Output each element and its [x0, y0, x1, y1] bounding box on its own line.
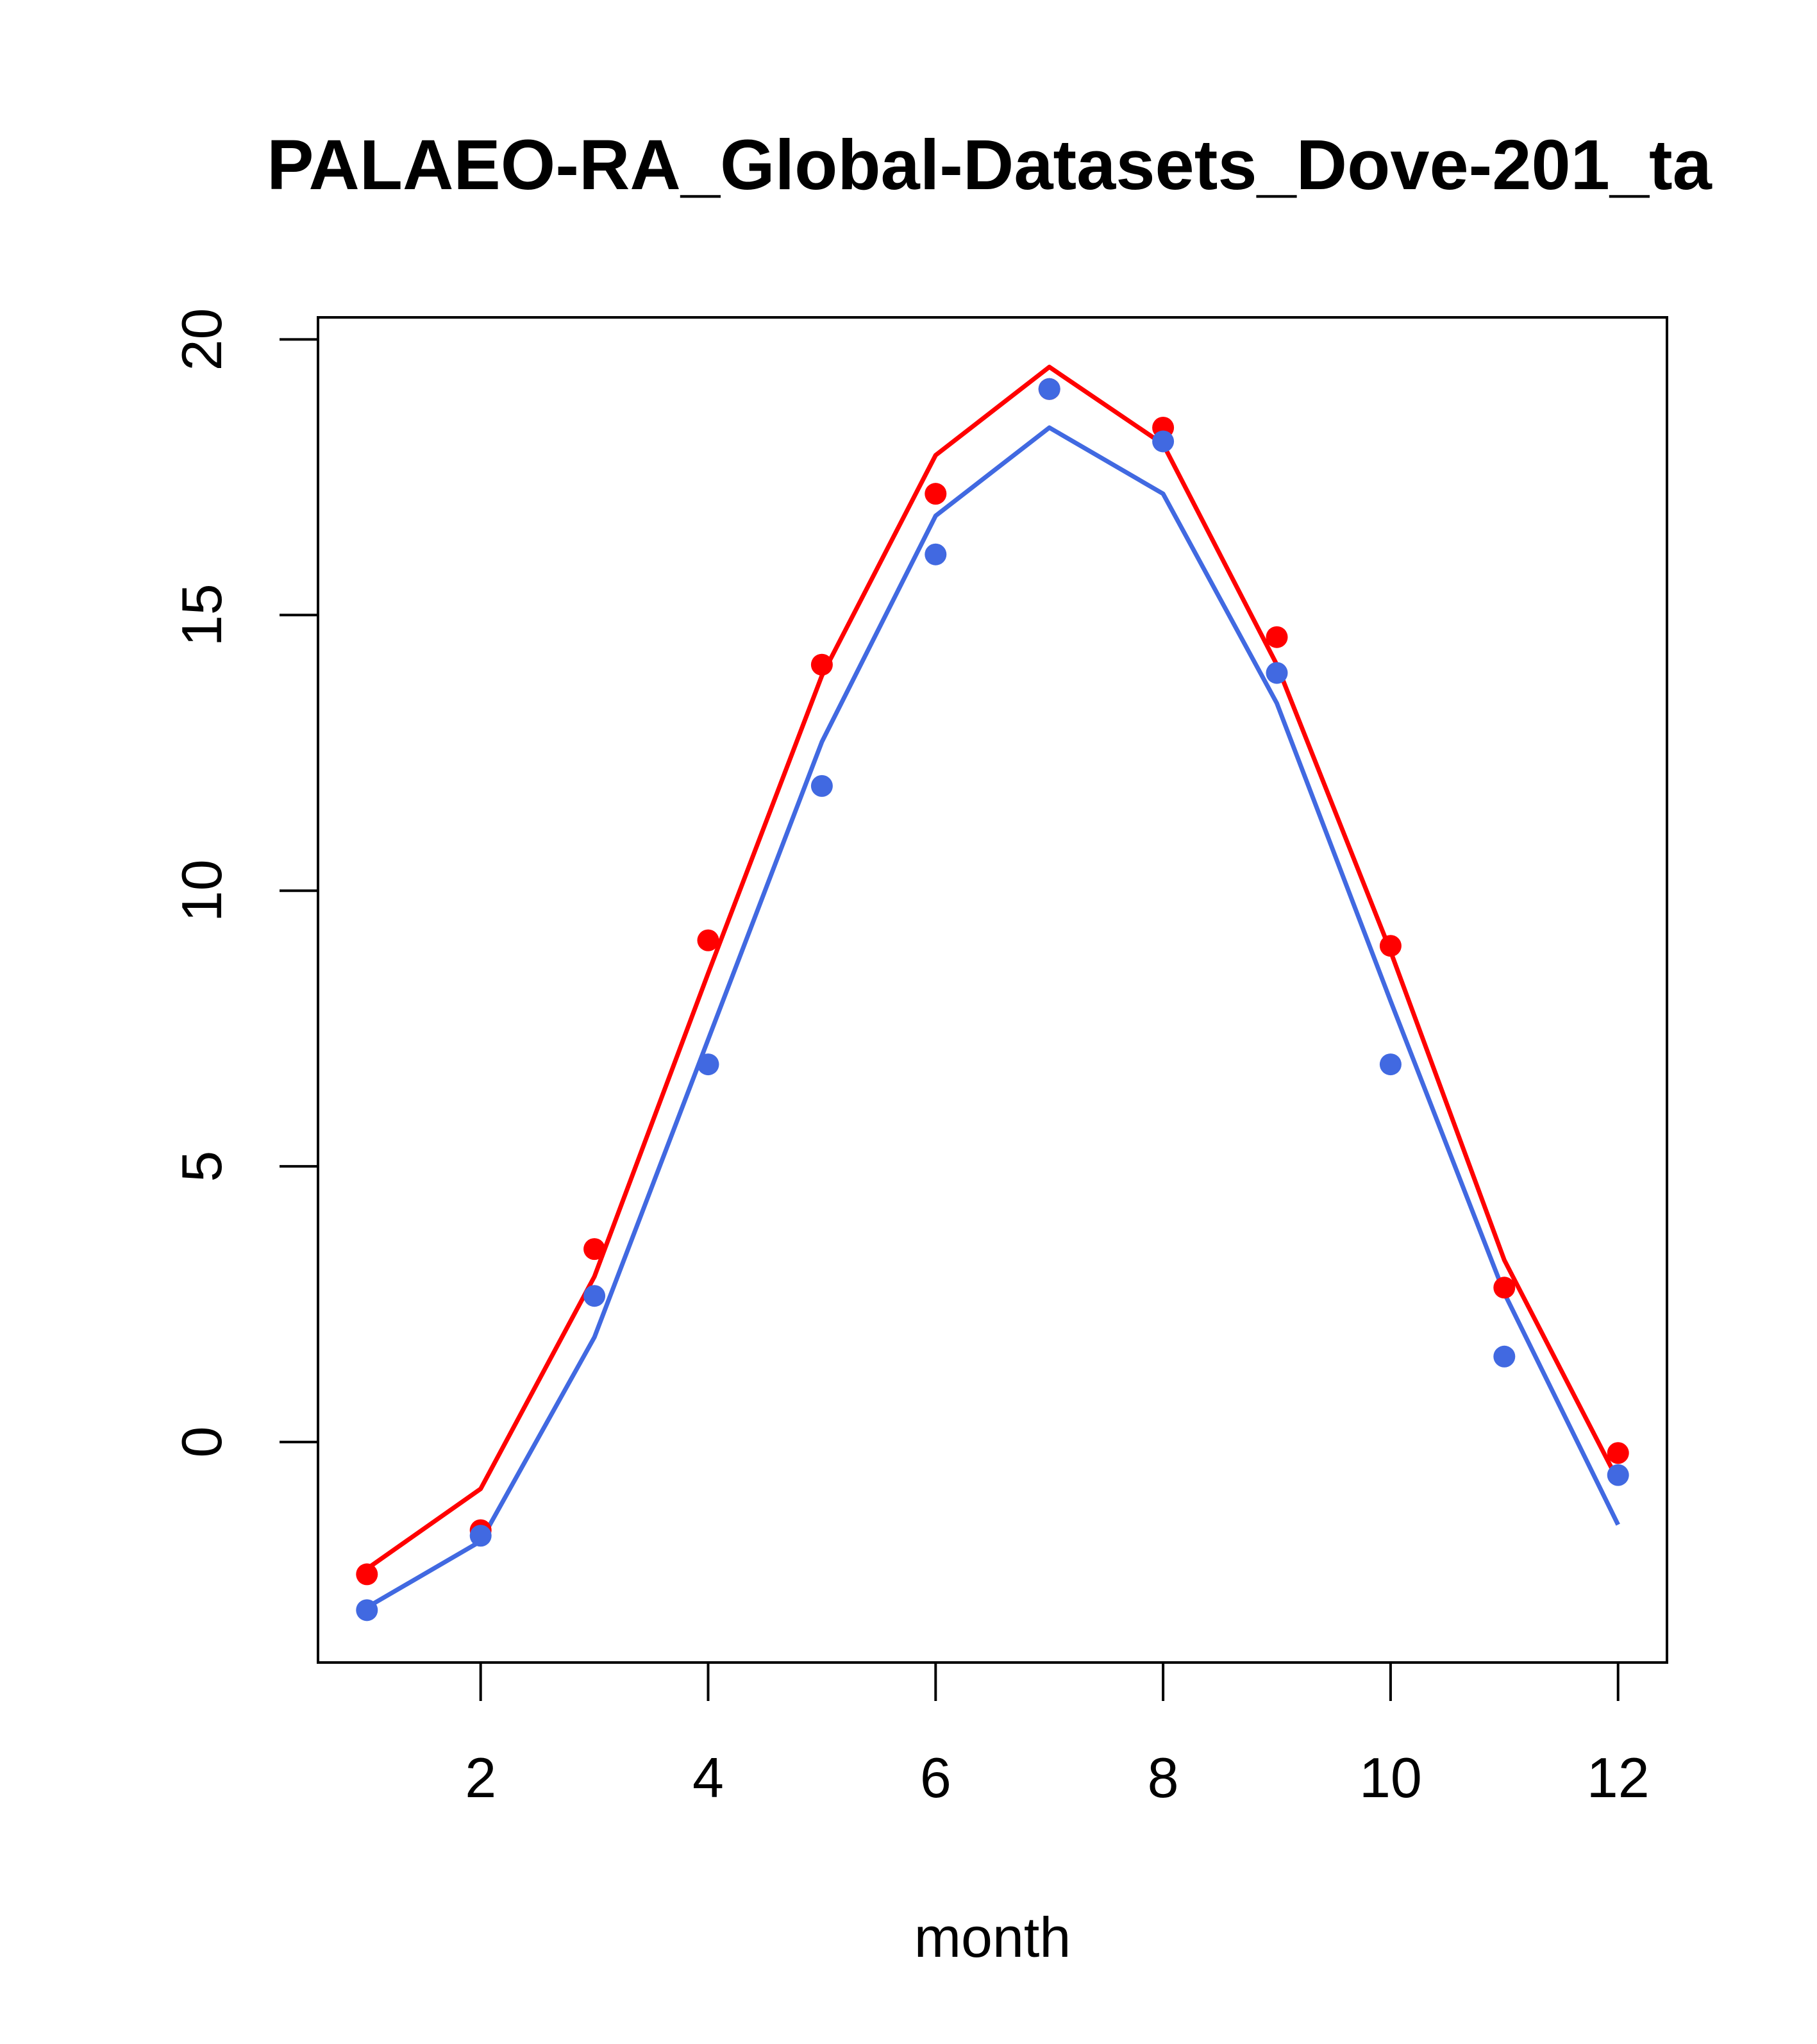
x-axis-label: month: [914, 1906, 1071, 1969]
data-point-blue: [1379, 1053, 1402, 1076]
data-point-blue: [356, 1599, 378, 1621]
x-tick-label: 8: [1148, 1746, 1179, 1809]
x-tick-label: 12: [1587, 1746, 1650, 1809]
y-tick-label: 5: [170, 1151, 233, 1182]
data-point-blue: [697, 1053, 719, 1076]
y-tick-label: 20: [170, 308, 233, 371]
x-tick-label: 6: [920, 1746, 951, 1809]
series-layer: [356, 364, 1629, 1621]
x-tick-label: 2: [465, 1746, 496, 1809]
plot-area: [317, 316, 1668, 1664]
data-point-blue: [469, 1525, 492, 1547]
data-point-blue: [583, 1285, 606, 1307]
y-axis: 0 5 10 15 20: [170, 308, 319, 1458]
data-point-red: [810, 653, 833, 676]
x-tick-label: 10: [1359, 1746, 1422, 1809]
data-point-red: [1493, 1277, 1516, 1299]
data-point-red: [356, 1563, 378, 1586]
data-point-blue: [1266, 662, 1288, 684]
data-point-blue: [925, 543, 947, 565]
chart-title: PALAEO-RA_Global-Datasets_Dove-201_ta: [267, 126, 1712, 205]
data-point-blue: [1493, 1345, 1516, 1368]
data-point-red: [925, 483, 947, 505]
data-point-blue: [1607, 1464, 1629, 1486]
series-line-blue: [365, 425, 1620, 1610]
y-tick-label: 15: [170, 583, 233, 646]
data-point-blue: [810, 775, 833, 797]
data-point-red: [583, 1238, 606, 1261]
data-point-red: [697, 929, 719, 951]
data-point-red: [1266, 626, 1288, 648]
series-line-red: [365, 364, 1620, 1571]
data-point-red: [1607, 1442, 1629, 1464]
x-tick-label: 4: [692, 1746, 724, 1809]
y-tick-label: 0: [170, 1427, 233, 1458]
data-point-blue: [1038, 378, 1060, 400]
data-point-red: [1379, 935, 1402, 957]
y-tick-label: 10: [170, 859, 233, 922]
x-axis: 2 4 6 8 10 12: [465, 1661, 1650, 1809]
data-point-blue: [1152, 430, 1175, 453]
